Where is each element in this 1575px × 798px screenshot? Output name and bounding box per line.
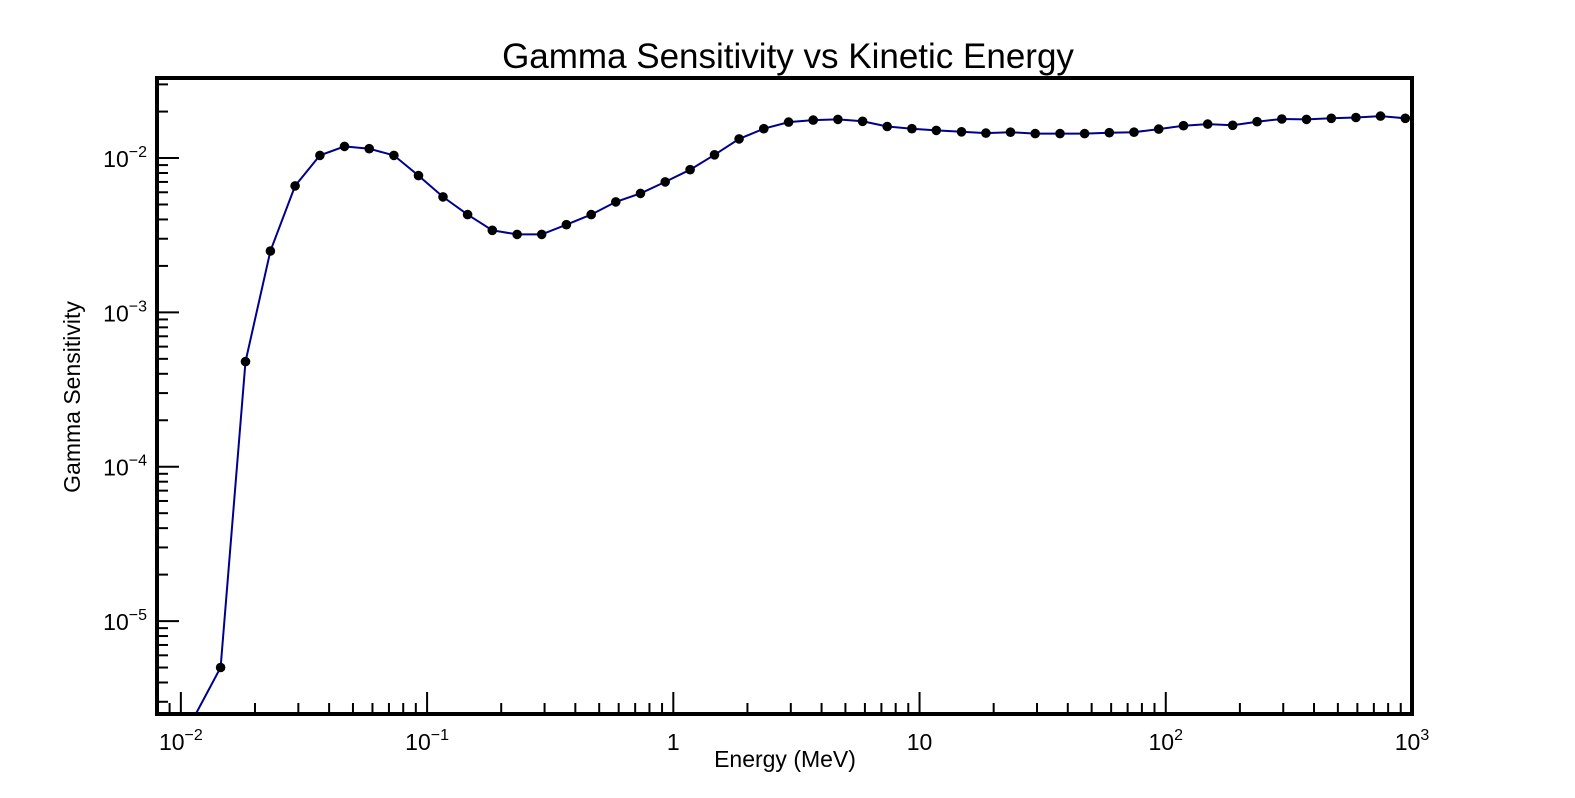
data-point — [907, 123, 917, 134]
data-point — [734, 134, 744, 144]
data-point — [413, 170, 424, 181]
data-point — [808, 115, 818, 125]
data-point — [1055, 128, 1065, 139]
data-point — [240, 356, 251, 367]
data-point — [1351, 112, 1361, 123]
data-point — [265, 246, 276, 256]
series-line — [194, 115, 1406, 714]
data-point — [833, 114, 843, 125]
data-point — [1202, 119, 1213, 129]
data-point — [561, 219, 572, 230]
data-point — [981, 128, 991, 138]
y-tick-label: 10−4 — [103, 453, 147, 481]
data-point — [759, 123, 769, 134]
y-tick-label: 10−5 — [103, 607, 147, 635]
x-tick-label: 10−2 — [159, 727, 203, 755]
data-point — [660, 177, 670, 187]
data-point — [1277, 114, 1287, 124]
data-point — [931, 125, 942, 136]
data-point — [462, 209, 473, 220]
chart-title: Gamma Sensitivity vs Kinetic Energy — [502, 37, 1074, 76]
data-point — [611, 197, 621, 207]
data-point — [1030, 128, 1040, 139]
y-tick-label: 10−2 — [103, 144, 147, 172]
y-tick-label: 10−3 — [103, 298, 147, 326]
data-point — [215, 662, 226, 673]
data-point — [1400, 113, 1411, 124]
data-point — [685, 164, 695, 175]
x-tick-label: 1 — [667, 729, 680, 755]
data-point — [1079, 128, 1090, 139]
data-point — [315, 150, 325, 161]
data-point — [536, 229, 547, 240]
data-point — [1178, 120, 1189, 131]
data-point — [1153, 124, 1164, 134]
data-point — [783, 117, 794, 127]
x-tick-label: 103 — [1395, 727, 1430, 755]
data-point — [857, 116, 868, 127]
data-point — [487, 225, 498, 236]
x-axis: 10−2 10−1 1 10 102 103 — [156, 692, 1430, 755]
data-point — [290, 181, 300, 191]
y-axis: 10−5 10−4 10−3 10−2 — [103, 83, 179, 703]
data-point — [635, 188, 646, 199]
data-point — [512, 229, 522, 240]
y-axis-label: Gamma Sensitivity — [59, 301, 85, 493]
data-point — [438, 192, 448, 202]
data-point — [709, 150, 720, 160]
x-tick-label: 10 — [907, 729, 933, 755]
data-point — [339, 141, 350, 152]
data-point — [1227, 120, 1238, 131]
x-tick-label: 10−1 — [405, 727, 449, 755]
data-point — [1375, 111, 1386, 121]
data-point — [956, 127, 967, 137]
data-point — [1005, 127, 1016, 137]
x-tick-label: 102 — [1149, 727, 1184, 755]
data-point — [364, 143, 375, 154]
data-point — [1129, 127, 1139, 137]
data-point — [882, 121, 892, 132]
data-point — [1104, 127, 1115, 138]
plot-frame — [155, 76, 1414, 716]
x-axis-label: Energy (MeV) — [714, 746, 856, 772]
data-point — [1301, 114, 1312, 125]
data-point — [1252, 116, 1262, 127]
data-point — [389, 150, 399, 161]
data-point — [1326, 113, 1337, 124]
data-point — [586, 209, 596, 220]
plot-area — [194, 111, 1411, 714]
